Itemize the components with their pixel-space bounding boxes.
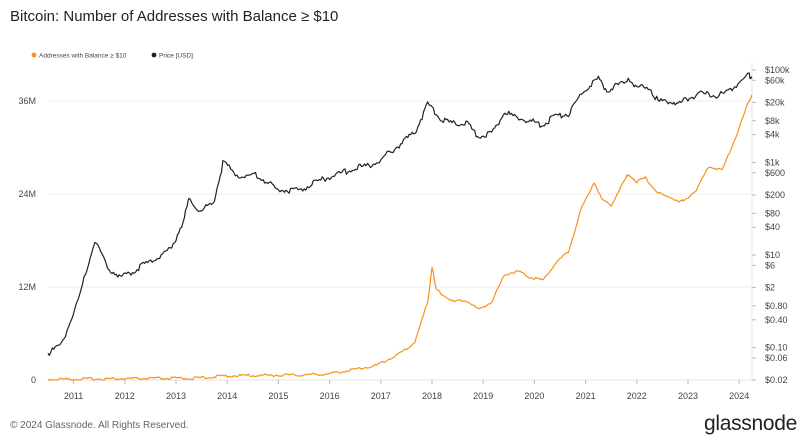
right-tick-label: $6	[765, 260, 775, 270]
x-tick-label: 2011	[64, 391, 83, 401]
x-tick-label: 2015	[268, 391, 288, 401]
right-tick-label: $60k	[765, 75, 785, 85]
right-tick-label: $10	[765, 250, 780, 260]
right-tick-label: $20k	[765, 97, 785, 107]
x-tick-label: 2021	[576, 391, 596, 401]
right-tick-label: $1k	[765, 158, 780, 168]
right-tick-label: $8k	[765, 116, 780, 126]
addresses-series-line	[47, 94, 753, 382]
legend-label: Addresses with Balance ≥ $10	[39, 53, 127, 60]
left-tick-label: 24M	[18, 189, 36, 199]
left-tick-label: 12M	[18, 282, 36, 292]
right-tick-label: $100k	[765, 65, 790, 75]
right-tick-label: $0.06	[765, 353, 788, 363]
right-tick-label: $0.02	[765, 375, 788, 385]
left-tick-label: 0	[31, 375, 36, 385]
right-axis-ticks: $0.02 $0.06$0.10 $0.40 $0.80 $2 $6$10 $40 $80 $2…	[752, 65, 790, 385]
left-axis-ticks: 0 12M 24M 36M	[18, 96, 36, 385]
right-tick-label: $4k	[765, 130, 780, 140]
right-tick-label: $0.10	[765, 343, 788, 353]
price-series-line	[47, 72, 753, 356]
right-tick-label: $2	[765, 282, 775, 292]
chart-title: Bitcoin: Number of Addresses with Balanc…	[10, 8, 339, 25]
glassnode-logo[interactable]: glassnode	[703, 412, 797, 435]
right-tick-label: $40	[765, 222, 780, 232]
legend-label: Price [USD]	[159, 53, 193, 60]
x-tick-label: 2019	[473, 391, 493, 401]
right-tick-label: $600	[765, 168, 785, 178]
x-tick-label: 2018	[422, 391, 442, 401]
x-tick-label: 2020	[524, 391, 544, 401]
series-group	[47, 72, 753, 382]
x-tick-label: 2014	[217, 391, 237, 401]
x-tick-label: 2023	[678, 391, 698, 401]
x-tick-label: 2017	[371, 391, 391, 401]
x-axis-ticks: 2011 2012 2013 2014 2015 2016 2017 2018 2019 2020…	[64, 380, 749, 401]
right-tick-label: $0.80	[765, 301, 788, 311]
x-tick-label: 2016	[320, 391, 340, 401]
x-tick-label: 2012	[115, 391, 135, 401]
legend-marker	[31, 52, 37, 58]
grid-lines	[48, 62, 753, 381]
x-tick-label: 2013	[166, 391, 186, 401]
legend: Addresses with Balance ≥ $10 Price [USD]	[31, 52, 193, 60]
x-tick-label: 2024	[729, 391, 749, 401]
legend-marker	[151, 52, 157, 58]
right-tick-label: $200	[765, 190, 785, 200]
right-tick-label: $0.40	[765, 315, 788, 325]
right-tick-label: $80	[765, 208, 780, 218]
copyright-footer: © 2024 Glassnode. All Rights Reserved.	[10, 420, 189, 431]
x-tick-label: 2022	[627, 391, 647, 401]
left-tick-label: 36M	[18, 96, 36, 106]
